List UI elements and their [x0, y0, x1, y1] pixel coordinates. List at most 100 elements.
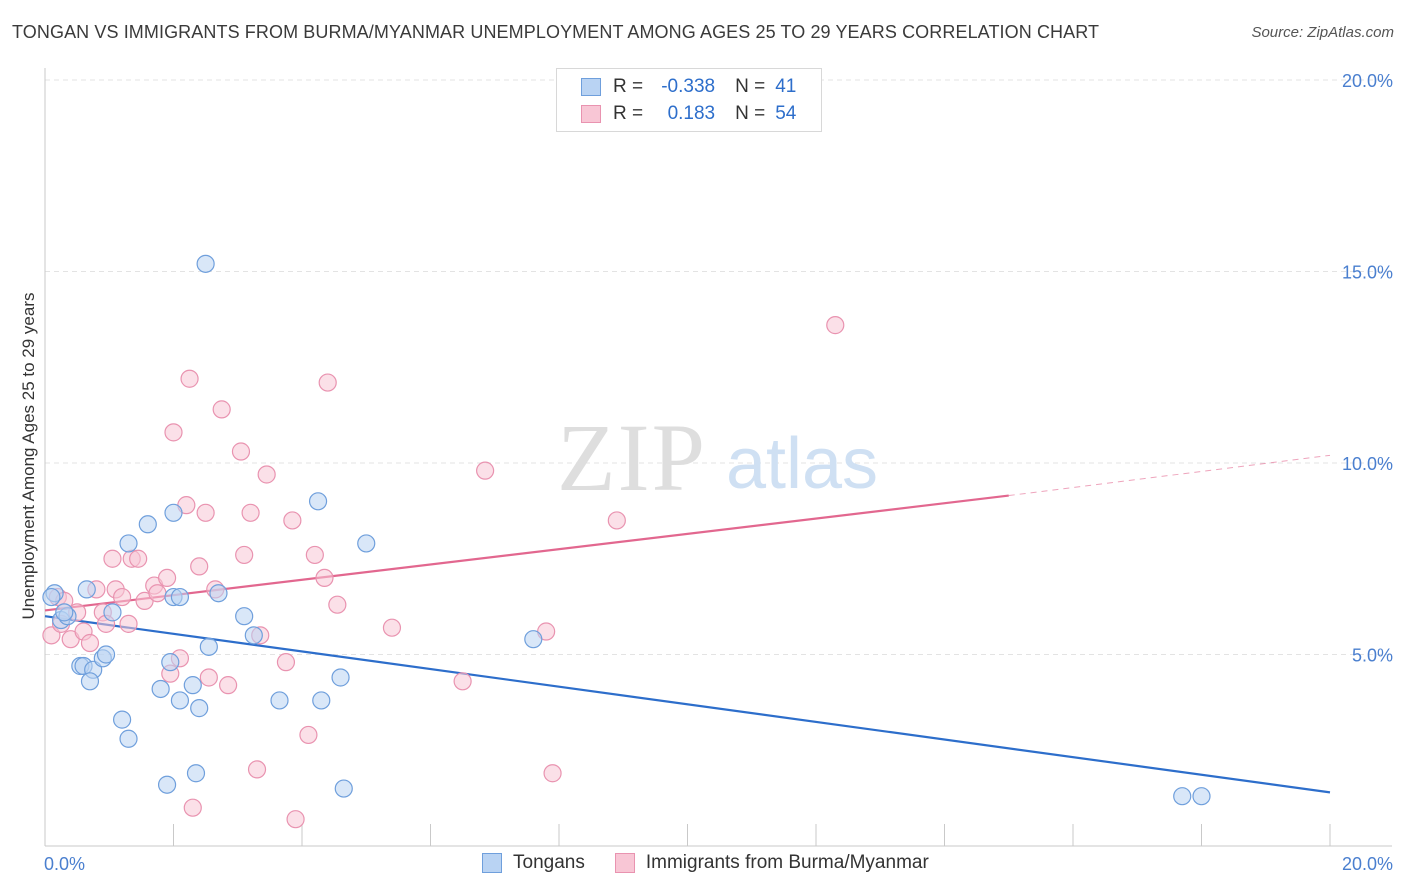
- y-tick-label: 20.0%: [1342, 71, 1393, 91]
- trend-lines: [44, 454, 1331, 794]
- burma-point: [543, 764, 562, 783]
- y-tick-label: 5.0%: [1352, 646, 1393, 666]
- legend-row-burma: R = 0.183 N = 54: [581, 102, 796, 126]
- series-legend: Tongans Immigrants from Burma/Myanmar: [482, 852, 959, 874]
- tongans-point: [42, 587, 61, 607]
- burma-point: [164, 423, 183, 442]
- series-label-burma: Immigrants from Burma/Myanmar: [645, 852, 929, 873]
- burma-trend-extension: [1008, 454, 1331, 497]
- tongans-point: [170, 587, 190, 607]
- burma-point: [199, 668, 218, 687]
- burma-point: [180, 369, 199, 388]
- tongans-point: [270, 691, 289, 710]
- tongans-point: [186, 764, 206, 783]
- burma-point: [190, 557, 209, 576]
- tongans-point: [190, 699, 209, 718]
- burma-point: [299, 725, 318, 745]
- tongans-point: [334, 779, 353, 798]
- tongans-point: [308, 492, 328, 511]
- tongans-point: [357, 534, 376, 553]
- burma-point: [103, 549, 122, 568]
- tongans-point: [1173, 787, 1192, 806]
- legend-n-label: N =: [735, 103, 766, 124]
- tongans-point: [235, 607, 254, 626]
- zipatlas-watermark: ZIP atlas: [557, 404, 878, 511]
- watermark-atlas: atlas: [726, 424, 878, 504]
- burma-point: [318, 373, 337, 392]
- y-tick-label: 15.0%: [1342, 263, 1393, 283]
- tick-labels: 5.0% 10.0% 15.0% 20.0% 0.0% 20.0%: [44, 71, 1393, 874]
- burma-trend-line: [44, 494, 1009, 612]
- series-label-tongans: Tongans: [513, 852, 585, 873]
- tongans-point: [119, 729, 138, 748]
- burma-point: [247, 760, 267, 779]
- legend-r-label: R =: [613, 103, 644, 124]
- burma-point: [257, 465, 276, 484]
- tongans-point: [1192, 787, 1211, 806]
- legend-r-label: R =: [613, 76, 644, 97]
- tongans-point: [199, 637, 218, 656]
- burma-point: [476, 461, 495, 480]
- series-legend-tongans: Tongans: [482, 852, 585, 874]
- legend-n-label: N =: [735, 76, 766, 97]
- burma-point: [80, 633, 100, 653]
- axes: [44, 68, 1392, 847]
- x-tick-label-max: 20.0%: [1342, 854, 1393, 874]
- burma-point: [453, 672, 472, 691]
- series-legend-burma: Immigrants from Burma/Myanmar: [614, 852, 929, 874]
- legend-n-value: 41: [775, 76, 797, 97]
- series-swatch-burma: [614, 853, 635, 873]
- legend-row-tongans: R = -0.338 N = 41: [581, 75, 796, 99]
- burma-point: [196, 503, 215, 522]
- tongans-point: [103, 603, 122, 622]
- legend-r-value: -0.338: [661, 76, 716, 97]
- data-points: [42, 254, 1211, 829]
- burma-point: [305, 545, 324, 565]
- burma-point: [129, 549, 148, 568]
- tongans-point: [244, 626, 263, 645]
- burma-point: [148, 584, 167, 603]
- tongans-point: [119, 534, 138, 553]
- source-credit: Source: ZipAtlas.com: [1251, 24, 1394, 41]
- tongans-point: [161, 653, 180, 672]
- tongans-point: [96, 645, 116, 664]
- legend-swatch-tongans: [581, 78, 601, 96]
- burma-point: [607, 511, 626, 530]
- tongans-trend-line: [44, 615, 1331, 794]
- burma-point: [219, 676, 238, 695]
- burma-point: [112, 587, 132, 607]
- burma-point: [241, 503, 260, 522]
- tongans-point: [151, 679, 170, 699]
- y-tick-label: 10.0%: [1342, 454, 1393, 474]
- burma-point: [382, 618, 402, 637]
- x-tick-label-min: 0.0%: [44, 854, 85, 874]
- tongans-point: [312, 691, 331, 710]
- series-swatch-tongans: [482, 853, 502, 873]
- burma-point: [315, 568, 334, 588]
- tongans-point: [196, 254, 215, 273]
- legend-swatch-burma: [581, 105, 601, 123]
- burma-point: [183, 798, 202, 817]
- tongans-point: [164, 503, 183, 522]
- watermark-zip: ZIP: [557, 404, 707, 511]
- tongans-point: [112, 710, 132, 729]
- tongans-point: [157, 775, 177, 794]
- burma-point: [119, 614, 138, 633]
- correlation-legend: R = -0.338 N = 41 R = 0.183 N = 54: [556, 68, 822, 132]
- burma-point: [235, 545, 254, 565]
- burma-point: [826, 316, 845, 335]
- burma-point: [276, 653, 296, 672]
- tongans-point: [80, 672, 100, 691]
- burma-point: [231, 442, 251, 461]
- tongans-point: [331, 668, 350, 687]
- gridlines: [45, 79, 1392, 655]
- burma-point: [283, 511, 302, 530]
- tongans-point: [524, 630, 543, 649]
- tongans-point: [170, 691, 190, 710]
- burma-point: [286, 810, 305, 829]
- legend-n-value: 54: [775, 103, 797, 124]
- tongans-point: [183, 676, 202, 695]
- tongans-point: [55, 603, 74, 622]
- burma-point: [212, 400, 231, 419]
